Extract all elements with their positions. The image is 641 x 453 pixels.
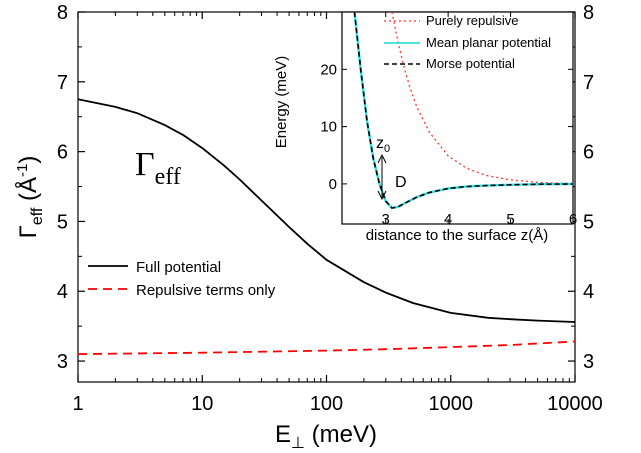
x-tick-label: 10000 (547, 393, 603, 415)
right-y-tick-label: 6 (583, 142, 594, 164)
main-series-line-0 (77, 98, 576, 323)
main-right-y-tick-labels: 3 4 5 6 7 8 (583, 2, 594, 373)
depth-annotation: D (395, 174, 407, 191)
right-y-tick-label: 8 (583, 2, 594, 24)
y-axis-title-end: ) (15, 156, 42, 164)
y-tick-label: 8 (57, 2, 68, 24)
y-axis-title-sup: -1 (14, 164, 31, 177)
inset-ticks (342, 12, 574, 224)
inset-x-tick-label: 5 (506, 211, 514, 228)
y-tick-label: 4 (57, 281, 68, 303)
inset-legend-label-repulsive: Purely repulsive (426, 13, 519, 28)
x-tick-label: 1000 (429, 393, 474, 415)
inset-x-axis-title: distance to the surface z(Å) (366, 227, 549, 244)
x-axis-title-rest: (meV) (305, 421, 377, 448)
inset-series-line-2 (353, 12, 573, 209)
y-tick-label: 3 (57, 351, 68, 373)
y-axis-title: Γeff (Å-1) (14, 156, 46, 239)
y-axis-title-sub: eff (29, 207, 46, 225)
depth-arrow-head-bottom (377, 190, 387, 201)
main-series-line-1 (77, 340, 576, 355)
inset-y-tick-labels: 0 10 20 (320, 61, 337, 193)
right-y-tick-label: 7 (583, 72, 594, 94)
legend-label-repulsive: Repulsive terms only (136, 282, 276, 299)
inset-x-tick-label: 6 (569, 211, 577, 228)
legend-label-full-potential: Full potential (136, 259, 221, 276)
right-y-tick-label: 5 (583, 211, 594, 233)
gamma-eff-annotation: Γeff (135, 146, 181, 190)
inset-legend: Purely repulsive Mean planar potential M… (384, 13, 551, 71)
inset-y-tick-label: 0 (329, 176, 337, 193)
inset-series-line-0 (391, 12, 573, 184)
x-axis-title-sub: ⊥ (291, 435, 305, 452)
z0-annotation-sub: 0 (384, 143, 390, 155)
main-legend: Full potential Repulsive terms only (88, 259, 276, 299)
x-tick-label: 100 (310, 393, 343, 415)
depth-arrow-head-top (377, 153, 387, 164)
inset-legend-label-mean-planar: Mean planar potential (426, 35, 551, 50)
gamma-eff-annotation-main: Γ (135, 146, 155, 183)
inset-x-tick-label: 4 (444, 211, 452, 228)
x-tick-label: 1 (72, 393, 83, 415)
right-y-tick-label: 4 (583, 281, 594, 303)
y-tick-label: 5 (57, 211, 68, 233)
inset-x-tick-label: 3 (382, 211, 390, 228)
y-tick-label: 6 (57, 142, 68, 164)
y-axis-title-rest: (Å (14, 177, 42, 208)
gamma-eff-annotation-sub: eff (155, 164, 181, 190)
main-y-tick-labels: 3 4 5 6 7 8 (57, 2, 68, 373)
z0-annotation-main: z (376, 135, 384, 152)
x-axis-title: E⊥ (meV) (275, 421, 377, 452)
y-axis-title-main: Γ (15, 225, 42, 238)
inset-x-tick-labels: 3 4 5 6 (382, 211, 578, 228)
inset-annotations: z0 D (376, 135, 407, 201)
y-tick-label: 7 (57, 72, 68, 94)
inset-y-tick-label: 10 (320, 119, 337, 136)
inset-y-tick-label: 20 (320, 61, 337, 78)
inset-y-axis-title: Energy (meV) (273, 56, 290, 149)
inset-series (353, 12, 573, 210)
main-series (77, 98, 576, 355)
inset-legend-label-morse: Morse potential (426, 56, 515, 71)
x-tick-label: 10 (191, 393, 213, 415)
main-x-tick-labels: 1 10 100 1000 10000 (72, 393, 602, 415)
z0-annotation: z0 (376, 135, 390, 155)
x-axis-title-main: E (275, 421, 291, 448)
right-y-tick-label: 3 (583, 351, 594, 373)
